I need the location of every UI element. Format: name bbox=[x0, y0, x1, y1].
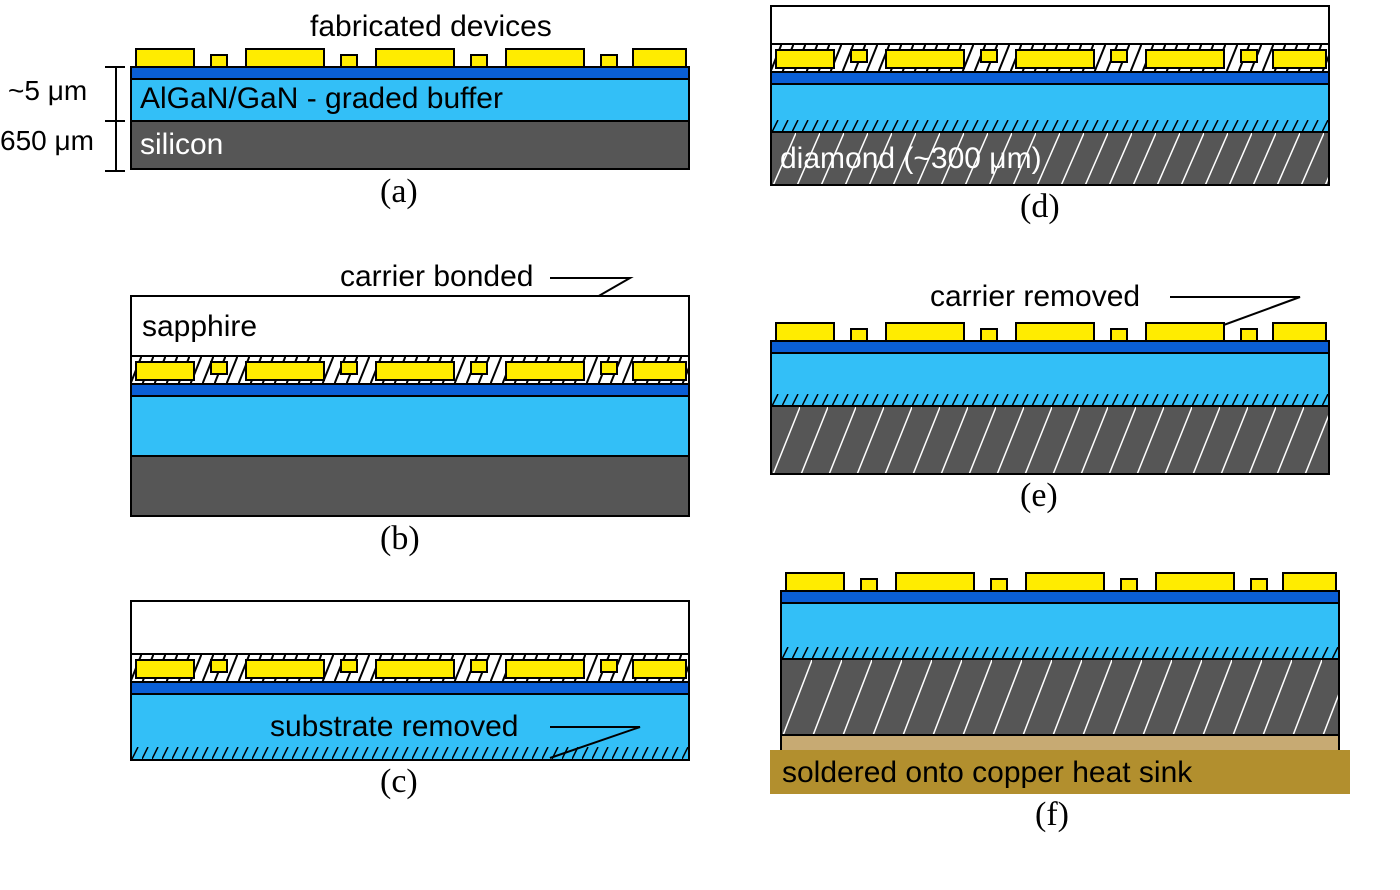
panel-d-devices bbox=[775, 49, 1325, 71]
panel-e-diamond-hatch bbox=[772, 407, 1328, 473]
panel-e-caption: (e) bbox=[1020, 477, 1058, 515]
panel-d-vdw-hatch bbox=[772, 120, 1328, 131]
panel-b-buffer bbox=[130, 395, 690, 457]
panel-f-diamond-hatch bbox=[782, 660, 1338, 734]
panel-f-vdw-hatch bbox=[782, 647, 1338, 658]
panel-a-caption: (a) bbox=[380, 173, 418, 211]
panel-e-devices bbox=[775, 320, 1325, 342]
panel-f-devices bbox=[785, 570, 1335, 592]
panel-a-substrate-label: silicon bbox=[140, 128, 223, 162]
panel-c-caption: (c) bbox=[380, 763, 418, 801]
panel-f-caption: (f) bbox=[1035, 796, 1069, 834]
panel-a-devices bbox=[135, 46, 685, 68]
panel-b-caption: (b) bbox=[380, 520, 420, 558]
panel-e-vdw-hatch bbox=[772, 394, 1328, 405]
panel-d-substrate-label: diamond (~300 μm) bbox=[780, 142, 1042, 176]
panel-b-substrate bbox=[130, 455, 690, 517]
dim-top-label: ~5 μm bbox=[8, 75, 87, 107]
panel-d-caption: (d) bbox=[1020, 188, 1060, 226]
panel-a-title: fabricated devices bbox=[310, 10, 552, 44]
panel-b-carrier-label: sapphire bbox=[142, 310, 257, 344]
panel-d-carrier bbox=[770, 5, 1330, 45]
panel-b-devices bbox=[135, 361, 685, 383]
panel-a-buffer-label: AlGaN/GaN - graded buffer bbox=[140, 82, 503, 116]
panel-f-heatsink-label: soldered onto copper heat sink bbox=[782, 756, 1192, 790]
dim-bottom-label: 650 μm bbox=[0, 125, 94, 157]
